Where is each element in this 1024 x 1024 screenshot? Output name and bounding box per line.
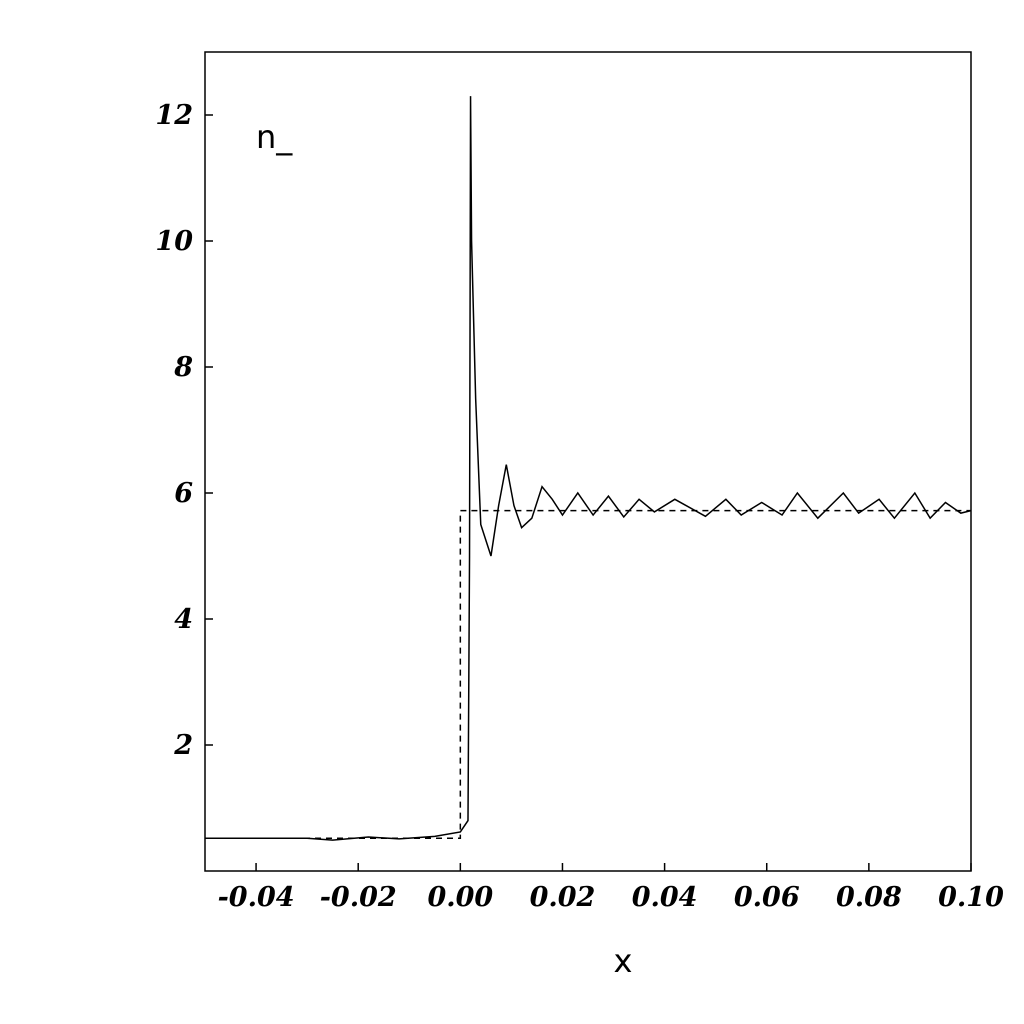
annotation: n_ — [256, 118, 293, 156]
x-tick-label: 0.02 — [530, 882, 596, 913]
y-tick-label: 12 — [155, 100, 193, 131]
x-axis-label: x — [614, 942, 633, 980]
x-tick-label: -0.04 — [218, 882, 295, 913]
x-tick-label: 0.00 — [427, 882, 493, 913]
y-tick-label: 4 — [174, 604, 193, 635]
x-tick-label: 0.06 — [734, 882, 800, 913]
x-tick-label: -0.02 — [320, 882, 397, 913]
line — [205, 509, 971, 839]
x-tick-label: 0.04 — [632, 882, 698, 913]
y-tick-label: 2 — [173, 730, 193, 761]
x-tick-label: 0.08 — [836, 882, 902, 913]
plot-frame — [204, 51, 972, 872]
y-tick-label: 8 — [173, 352, 193, 383]
y-tick-label: 6 — [174, 478, 193, 509]
line — [205, 96, 972, 841]
x-tick-label: 0.10 — [938, 882, 1004, 913]
y-tick-label: 10 — [155, 226, 193, 257]
